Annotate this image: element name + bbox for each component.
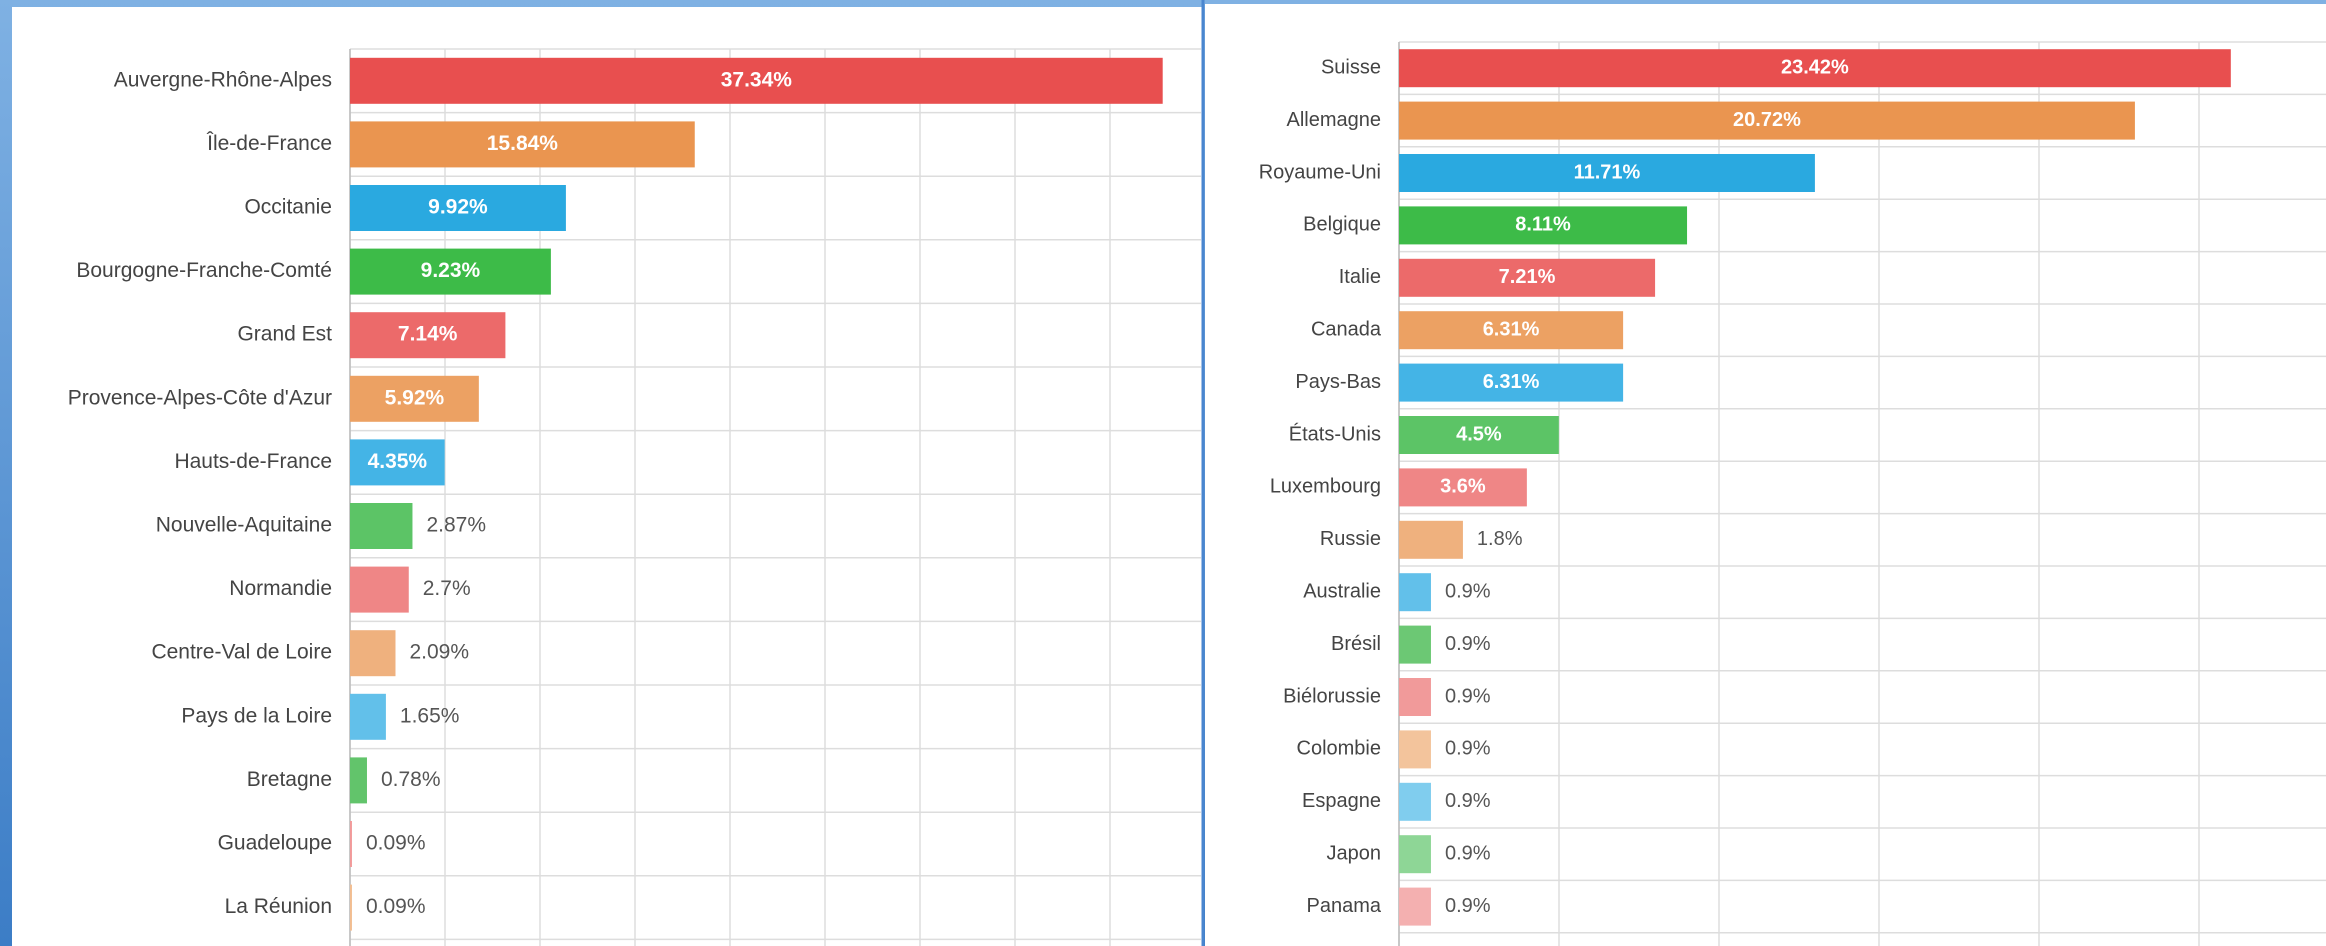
y-tick-label: Italie	[1339, 266, 1381, 288]
data-label: 37.34%	[721, 68, 793, 91]
bar	[1399, 206, 1688, 245]
bar	[350, 566, 409, 613]
bar	[1399, 416, 1559, 454]
bar	[350, 884, 352, 931]
bar	[350, 312, 506, 359]
y-tick-label: Canada	[1311, 318, 1382, 340]
data-label: 7.14%	[398, 323, 458, 346]
y-tick-label: Belgique	[1303, 214, 1381, 236]
y-tick-label: Pays-Bas	[1295, 371, 1381, 393]
bar	[1399, 730, 1431, 769]
y-tick-label: Japon	[1327, 842, 1382, 864]
y-tick-label: Luxembourg	[1270, 476, 1381, 498]
bar	[350, 821, 352, 867]
bar	[350, 757, 367, 804]
y-tick-label: Bourgogne-Franche-Comté	[76, 259, 332, 282]
bar	[1399, 835, 1431, 874]
y-tick-label: Pays de la Loire	[181, 704, 332, 727]
y-tick-label: Centre-Val de Loire	[151, 641, 332, 664]
data-label: 0.9%	[1445, 842, 1491, 864]
bar	[350, 57, 1163, 104]
bar	[1399, 311, 1624, 350]
y-tick-label: Auvergne-Rhône-Alpes	[114, 68, 332, 91]
y-tick-label: La Réunion	[225, 895, 332, 918]
data-label: 0.9%	[1445, 895, 1491, 917]
bar	[1399, 258, 1656, 297]
data-label: 6.31%	[1483, 318, 1540, 340]
y-tick-label: Royaume-Uni	[1259, 161, 1381, 183]
bar	[350, 439, 445, 486]
bar	[350, 121, 695, 168]
bar	[1399, 625, 1431, 664]
data-label: 2.87%	[426, 514, 486, 537]
bar	[1399, 782, 1431, 821]
data-label: 4.5%	[1456, 423, 1502, 445]
y-tick-label: Allemagne	[1286, 109, 1381, 131]
data-label: 9.23%	[421, 259, 481, 282]
data-label: 1.8%	[1477, 528, 1523, 550]
data-label: 2.09%	[409, 641, 469, 664]
y-tick-label: Grand Est	[237, 323, 332, 346]
bar	[350, 630, 396, 677]
data-label: 7.21%	[1499, 266, 1556, 288]
data-label: 0.9%	[1445, 580, 1491, 602]
data-label: 11.71%	[1574, 161, 1641, 183]
data-label: 0.78%	[381, 768, 441, 791]
y-tick-label: Île-de-France	[206, 132, 332, 155]
bar	[1399, 678, 1431, 716]
y-tick-label: Guadeloupe	[218, 832, 332, 855]
data-label: 0.09%	[366, 895, 426, 918]
data-label: 1.65%	[400, 704, 460, 727]
bar	[1399, 154, 1815, 192]
bar	[1399, 101, 2135, 140]
y-tick-label: Russie	[1320, 528, 1381, 550]
y-tick-label: Brésil	[1331, 633, 1381, 655]
data-label: 6.31%	[1483, 371, 1540, 393]
y-tick-label: Nouvelle-Aquitaine	[156, 514, 332, 537]
data-label: 0.9%	[1445, 685, 1491, 707]
bar	[1399, 49, 2231, 88]
y-tick-label: États-Unis	[1289, 422, 1381, 445]
y-tick-label: Occitanie	[244, 196, 332, 219]
y-tick-label: Panama	[1307, 895, 1382, 917]
data-label: 15.84%	[487, 132, 559, 155]
bar	[350, 503, 413, 549]
y-tick-label: Hauts-de-France	[174, 450, 332, 473]
data-label: 0.9%	[1445, 633, 1491, 655]
bar	[1399, 520, 1463, 559]
data-label: 2.7%	[423, 577, 471, 600]
data-label: 0.9%	[1445, 790, 1491, 812]
y-tick-label: Provence-Alpes-Côte d'Azur	[68, 386, 332, 409]
bar	[1399, 887, 1431, 926]
data-label: 5.92%	[385, 386, 445, 409]
y-tick-label: Biélorussie	[1283, 685, 1381, 707]
data-label: 8.11%	[1515, 214, 1571, 236]
data-label: 20.72%	[1733, 109, 1801, 131]
y-tick-label: Australie	[1303, 580, 1381, 602]
bar	[1399, 363, 1624, 402]
data-label: 0.9%	[1445, 738, 1491, 760]
y-tick-label: Espagne	[1302, 790, 1381, 812]
y-tick-label: Bretagne	[247, 768, 332, 791]
y-tick-label: Suisse	[1321, 56, 1381, 78]
data-label: 0.09%	[366, 832, 426, 855]
bar	[350, 248, 551, 295]
data-label: 23.42%	[1781, 56, 1849, 78]
bar	[350, 375, 479, 422]
data-label: 3.6%	[1440, 476, 1486, 498]
bar	[1399, 468, 1527, 507]
bar	[350, 693, 386, 740]
bar	[1399, 573, 1431, 612]
y-tick-label: Normandie	[229, 577, 332, 600]
y-tick-label: Colombie	[1297, 738, 1381, 760]
data-label: 4.35%	[368, 450, 428, 473]
data-label: 9.92%	[428, 196, 488, 219]
bar	[350, 185, 566, 231]
